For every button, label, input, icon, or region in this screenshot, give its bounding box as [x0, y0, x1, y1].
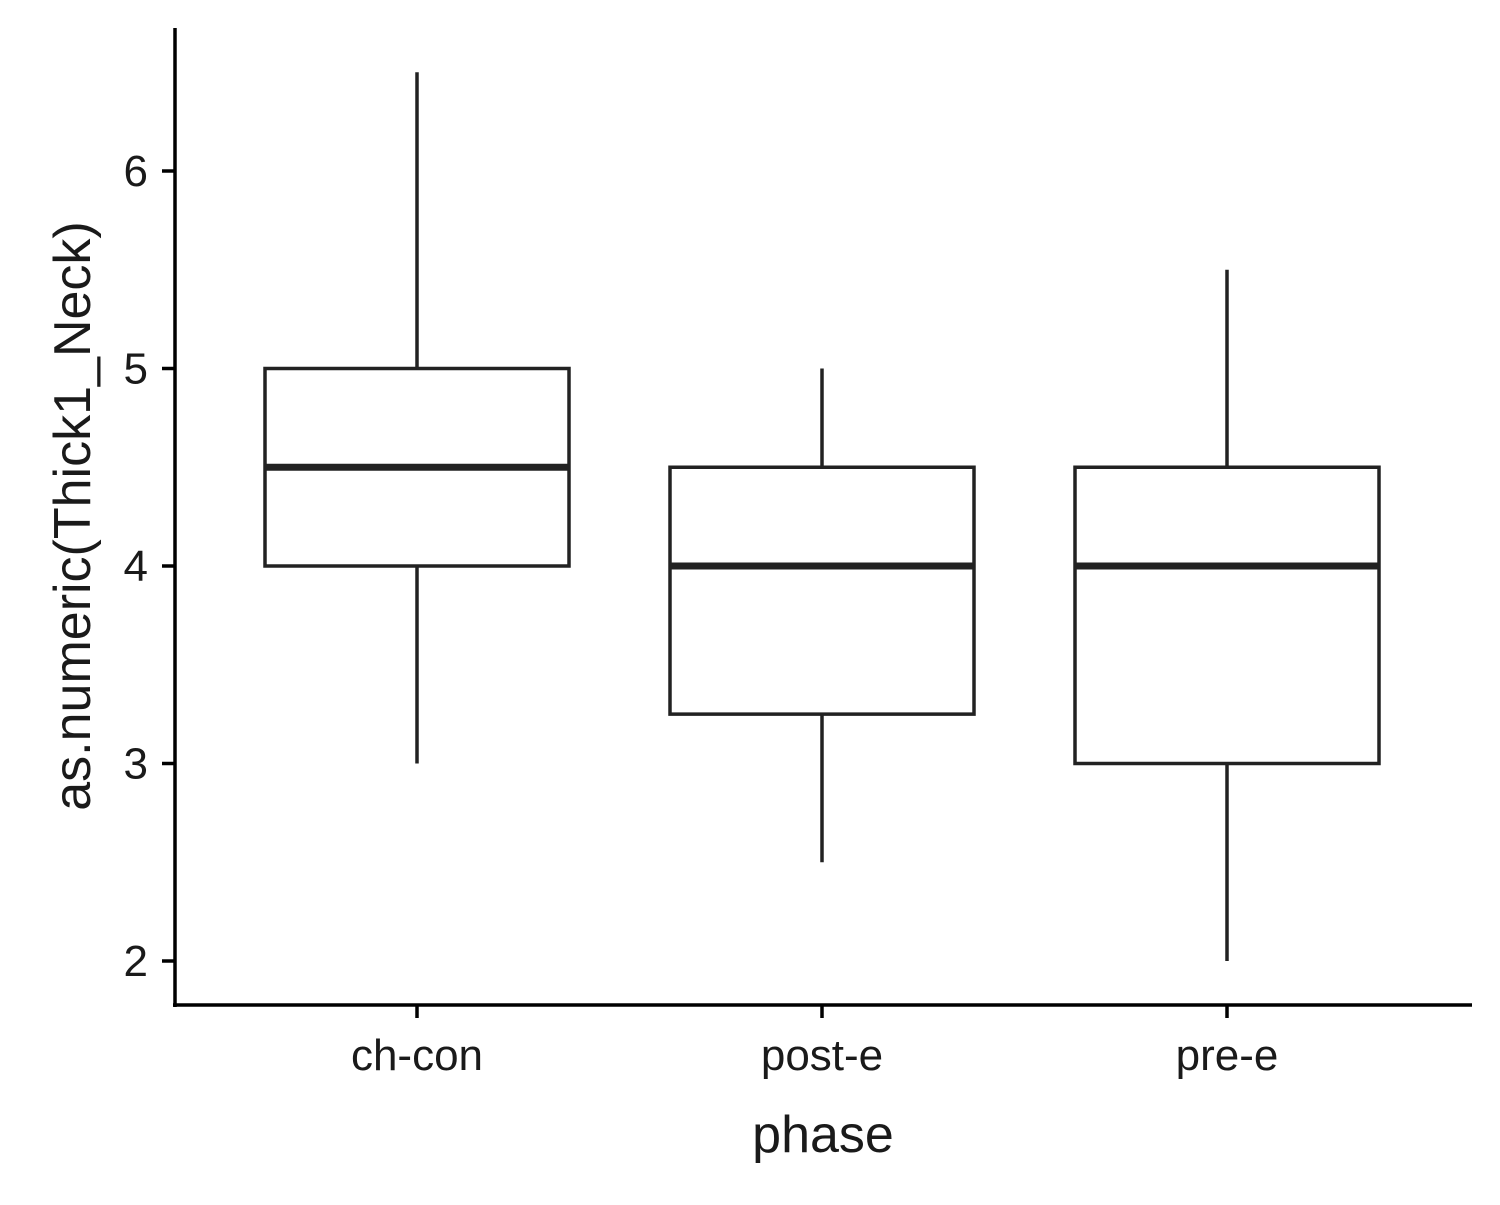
y-tick-label: 5 [124, 345, 148, 394]
x-tick-label: post-e [761, 1031, 883, 1080]
y-axis-title: as.numeric(Thick1_Neck) [44, 221, 102, 811]
box-iqr [668, 465, 976, 716]
x-ticks: ch-con post-e pre-e [351, 1005, 1278, 1080]
box-group-post-e [668, 368, 976, 863]
y-tick-label: 6 [124, 147, 148, 196]
box-group-pre-e [1073, 269, 1381, 961]
y-tick-label: 2 [124, 937, 148, 986]
x-tick-label: pre-e [1176, 1031, 1279, 1080]
x-axis-title: phase [752, 1106, 894, 1164]
box-group-ch-con [263, 72, 571, 764]
y-tick-label: 4 [124, 542, 148, 591]
y-tick-label: 3 [124, 740, 148, 789]
boxes-layer [263, 72, 1381, 961]
box-iqr [1073, 465, 1381, 766]
x-tick-label: ch-con [351, 1031, 483, 1080]
y-ticks: 2 3 4 5 6 [124, 147, 175, 986]
